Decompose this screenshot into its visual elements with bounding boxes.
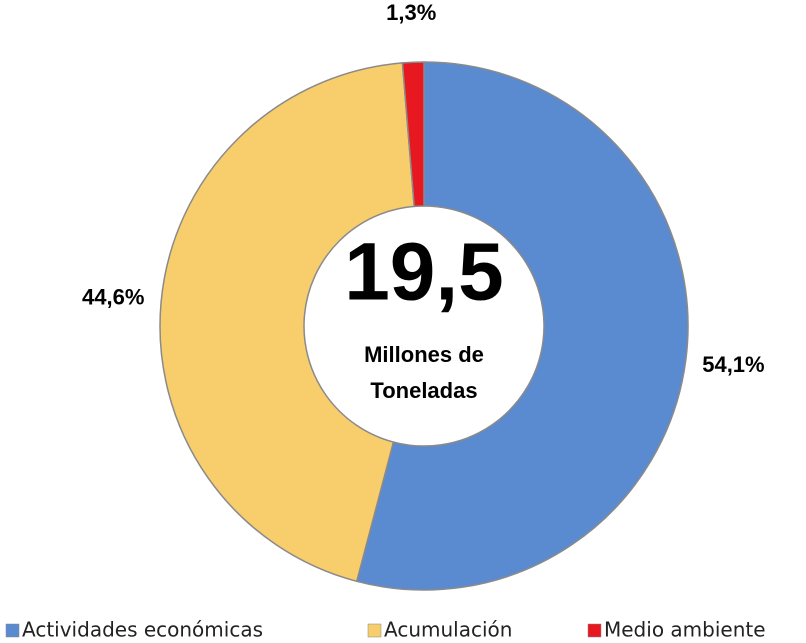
center-caption: Toneladas (370, 378, 477, 403)
donut-slice (159, 62, 416, 583)
legend-label: Acumulación (384, 618, 512, 642)
donut-slice (401, 61, 425, 208)
legend-swatch (367, 623, 382, 638)
legend-label: Medio ambiente (604, 618, 766, 642)
data-label: 54,1% (702, 352, 764, 377)
legend-label: Actividades económicas (22, 618, 263, 642)
center-value: 19,5 (344, 227, 504, 318)
legend-swatch (5, 623, 20, 638)
center-caption: Millones de (364, 342, 484, 367)
legend-swatch (587, 623, 602, 638)
data-label: 1,3% (386, 0, 436, 25)
donut-slice (355, 61, 689, 591)
data-label: 44,6% (82, 284, 144, 309)
